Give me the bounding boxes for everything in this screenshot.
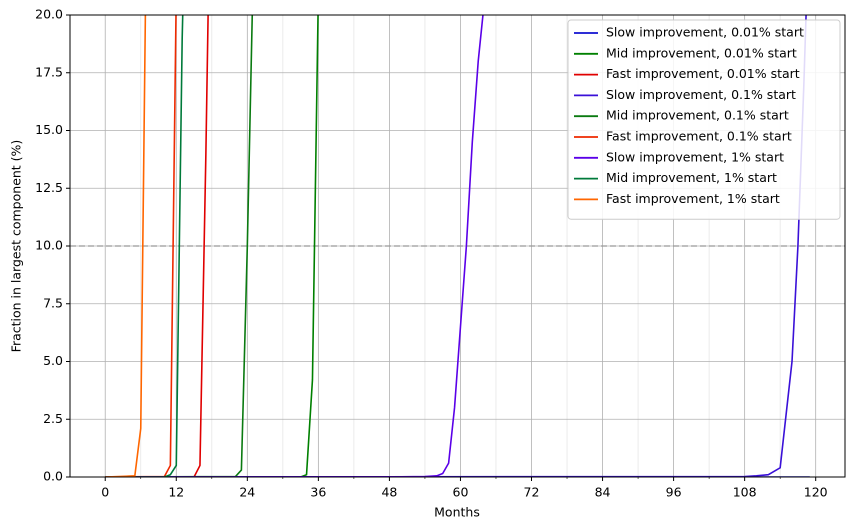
y-tick-label: 7.5 [43,295,63,310]
x-tick-label: 120 [804,485,828,500]
legend-label: Fast improvement, 1% start [606,191,780,206]
plot-frame [69,14,846,478]
y-axis-label: Fraction in largest component (%) [9,140,24,353]
legend-label: Mid improvement, 1% start [606,170,777,185]
y-tick-label: 5.0 [43,353,63,368]
legend-label: Mid improvement, 0.1% start [606,108,789,123]
series-line [105,15,147,477]
x-tick-label: 108 [733,485,757,500]
x-tick-label: 72 [524,485,540,500]
x-tick-label: 12 [168,485,184,500]
legend-label: Fast improvement, 0.1% start [606,129,792,144]
legend-label: Slow improvement, 1% start [606,149,784,164]
x-tick-label: 84 [595,485,611,500]
y-tick-label: 20.0 [35,7,63,22]
legend-label: Fast improvement, 0.01% start [606,66,800,81]
y-tick-label: 12.5 [35,180,63,195]
x-axis-label: Months [434,505,480,520]
y-tick-label: 2.5 [43,411,63,426]
series-line [105,15,319,477]
legend-label: Mid improvement, 0.01% start [606,45,797,60]
y-tick-label: 0.0 [43,469,63,484]
series-line [105,15,209,477]
y-tick-label: 15.0 [35,122,63,137]
x-tick-label: 48 [381,485,397,500]
x-tick-label: 24 [239,485,255,500]
x-tick-label: 36 [310,485,326,500]
legend-box [567,19,841,220]
legend-label: Slow improvement, 0.01% start [606,25,804,40]
legend-label: Slow improvement, 0.1% start [606,87,796,102]
y-tick-label: 10.0 [35,238,63,253]
x-tick-label: 0 [101,485,109,500]
x-tick-label: 96 [666,485,682,500]
series-line [105,15,184,477]
x-tick-label: 60 [453,485,469,500]
y-tick-label: 17.5 [35,64,63,79]
series-line [105,15,484,477]
